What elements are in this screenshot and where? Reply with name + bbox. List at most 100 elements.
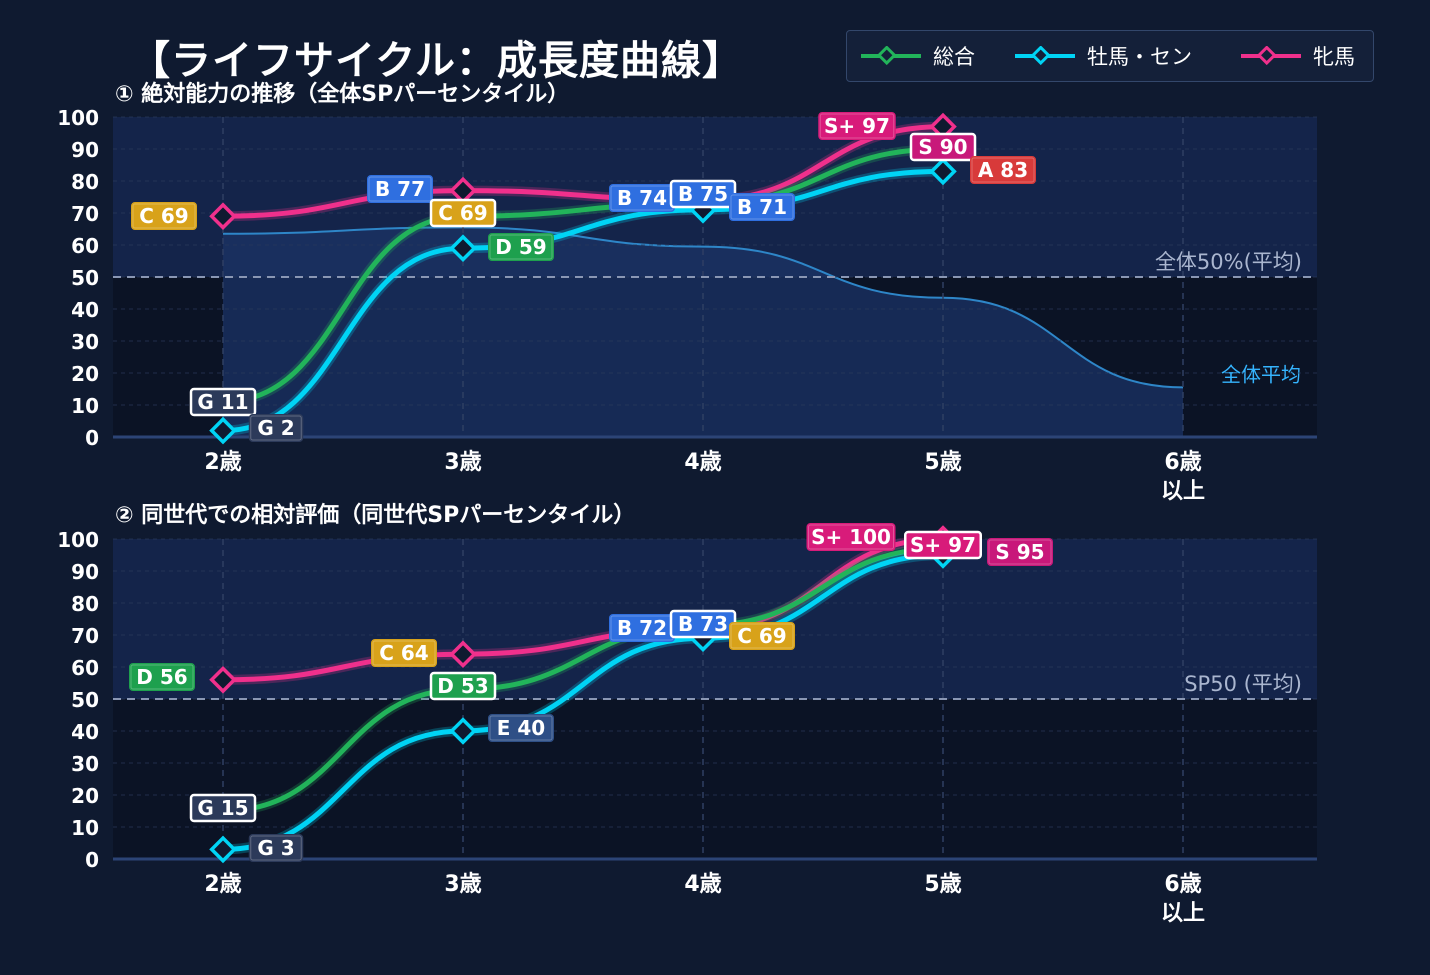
y-tick-label: 50 [71,266,99,290]
series-line-2 [220,552,946,852]
x-tick-label: 6歳 [1164,872,1201,897]
y-tick-label: 40 [71,720,99,744]
point-label-text: G 3 [257,836,294,860]
point-label-box [189,387,257,417]
point-label-text: S+ 97 [910,533,976,557]
series-line-3 [220,124,946,219]
y-tick-label: 100 [57,106,99,130]
point-label: G 11 [189,387,257,417]
point-label-text: S+ 100 [811,525,891,549]
point-label: B 75 [669,179,737,209]
point-marker [449,640,477,668]
legend-item-female: 牝馬 [1239,31,1355,81]
x-tick-label: 2歳 [204,450,241,475]
y-tick-label: 20 [71,784,99,808]
point-label: S 90 [909,132,977,162]
y-tick-label: 100 [57,528,99,552]
point-label-box [248,834,304,862]
point-marker [929,112,957,141]
legend: 総合 牡馬・セン 牝馬 [846,30,1374,82]
y-tick-label: 20 [71,362,99,386]
point-label-box [248,414,304,442]
y-tick-label: 30 [71,330,99,354]
legend-swatch-total [861,46,921,66]
legend-swatch-male [1015,46,1075,66]
y-tick-label: 50 [71,688,99,712]
point-label-box [429,198,497,228]
x-tick-label: 5歳 [924,872,961,897]
point-label-text: C 69 [438,201,487,225]
point-label-box [189,793,257,823]
reference-line-label: SP50 (平均) [1184,672,1302,696]
point-label-box [367,175,433,203]
point-label-inner [988,539,1052,565]
legend-item-total: 総合 [859,31,975,81]
point-label-box [729,193,795,221]
y-tick-label: 80 [71,592,99,616]
point-label: S+ 97 [904,530,982,560]
point-label-text: G 11 [197,390,248,414]
point-label: G 2 [248,414,304,442]
point-label: D 53 [429,671,497,701]
point-marker [209,835,237,864]
x-tick-label: 3歳 [444,450,481,475]
point-label: G 15 [189,793,257,823]
point-label-text: B 71 [737,195,787,219]
y-tick-label: 90 [71,138,99,162]
point-label-text: S 90 [918,135,967,159]
point-label-inner [730,194,794,220]
point-label-text: C 69 [737,624,786,648]
point-marker [209,416,237,445]
point-label-inner [372,640,436,666]
point-label-box [987,538,1053,566]
point-label-text: E 40 [497,716,545,740]
point-label-inner [730,623,794,649]
point-label-inner [250,415,302,441]
point-label-box [488,233,554,261]
point-label: S 95 [987,538,1053,566]
y-tick-label: 70 [71,202,99,226]
point-label-text: C 64 [379,641,428,665]
point-label-inner [808,524,894,550]
point-label-box [970,156,1036,184]
x-tick-label: 4歳 [684,450,721,475]
panel-subtitle: ① 絶対能力の推移（全体SPパーセンタイル） [115,81,569,107]
point-label: B 73 [669,609,737,639]
point-label: C 69 [429,198,497,228]
point-label: D 59 [488,233,554,261]
point-label-text: D 59 [495,235,546,259]
point-label-text: D 56 [136,665,187,689]
point-label-text: C 69 [139,204,188,228]
point-label: B 74 [609,184,675,212]
x-tick-label: 以上 [1161,479,1205,504]
y-tick-label: 10 [71,394,99,418]
point-label: E 40 [488,714,554,742]
reference-line-label: 全体50%(平均) [1155,250,1302,274]
x-tick-label: 6歳 [1164,450,1201,475]
point-label: C 69 [131,202,197,230]
point-label-text: S 95 [995,540,1044,564]
x-tick-label: 2歳 [204,872,241,897]
point-label-text: A 83 [978,158,1028,182]
y-tick-label: 60 [71,656,99,680]
point-label: S+ 100 [806,523,896,551]
point-label-text: B 72 [617,616,667,640]
point-label-inner [971,157,1035,183]
point-marker [209,666,237,694]
point-label-inner [489,234,553,260]
y-tick-label: 90 [71,560,99,584]
point-label-box [904,530,982,560]
point-label-inner [250,835,302,861]
point-label-text: D 53 [437,674,488,698]
average-curve-label: 全体平均 [1221,362,1301,386]
legend-label-female: 牝馬 [1313,45,1355,69]
point-label-box [729,622,795,650]
legend-label-male: 牡馬・セン [1087,45,1192,69]
point-label-box [818,112,896,140]
legend-swatch-female [1241,46,1301,66]
panel-subtitle: ② 同世代での相対評価（同世代SPパーセンタイル） [115,502,635,528]
point-label: A 83 [970,156,1036,184]
legend-label-total: 総合 [933,45,975,69]
